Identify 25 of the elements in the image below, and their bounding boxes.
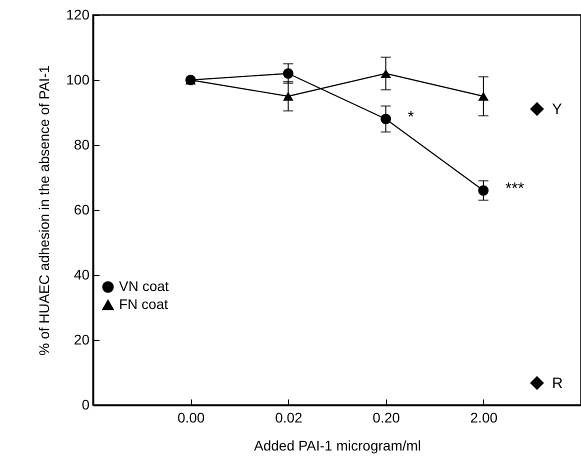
annotation: R xyxy=(552,375,563,392)
y-tick-label: 100 xyxy=(66,72,90,88)
x-tick-label: 0.02 xyxy=(275,410,303,426)
x-tick-label: 0.20 xyxy=(372,410,400,426)
y-tick-label: 40 xyxy=(74,266,90,282)
annotation: Y xyxy=(552,101,562,118)
x-tick-label: 0.00 xyxy=(177,410,205,426)
y-tick-label: 80 xyxy=(74,136,90,152)
y-tick-label: 20 xyxy=(74,332,90,348)
y-axis-title: % of HUAEC adhesion in the absence of PAI-1 xyxy=(36,65,52,356)
point xyxy=(478,185,489,196)
annotation: *** xyxy=(505,180,524,198)
y-tick-label: 120 xyxy=(66,6,90,22)
point xyxy=(282,68,294,79)
x-tick-label: 2.00 xyxy=(470,410,498,426)
point xyxy=(478,92,489,101)
legend-label: VN coat xyxy=(119,278,169,294)
annotation: * xyxy=(408,109,414,126)
point xyxy=(282,92,294,101)
legend-label: FN coat xyxy=(119,296,168,312)
point xyxy=(380,68,392,78)
y-tick-label: 0 xyxy=(82,396,90,412)
point xyxy=(380,114,392,124)
x-axis-title: Added PAI-1 microgram/ml xyxy=(254,438,422,454)
y-tick-label: 60 xyxy=(74,202,90,218)
